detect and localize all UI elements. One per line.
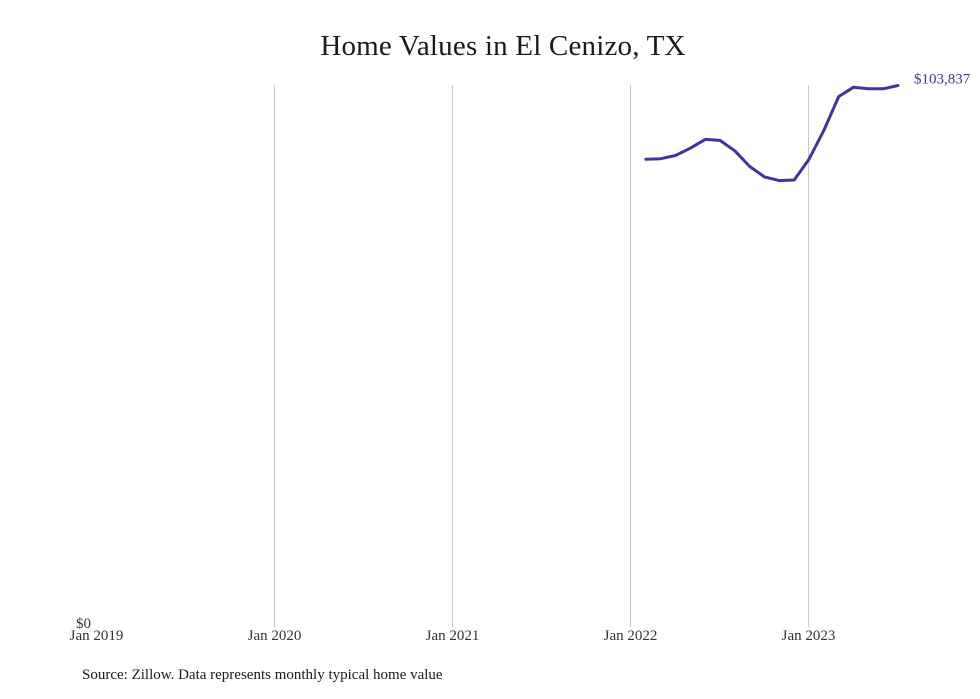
x-tick-label: Jan 2022 (604, 628, 658, 644)
gridlines (274, 85, 809, 627)
end-value-label: $103,837 (914, 72, 971, 88)
source-note: Source: Zillow. Data represents monthly … (82, 667, 443, 683)
x-axis: Jan 2019 Jan 2020 Jan 2021 Jan 2022 Jan 2023 (70, 628, 836, 644)
x-tick-label: Jan 2021 (426, 628, 480, 644)
x-tick-label: Jan 2023 (782, 628, 836, 644)
chart-title: Home Values in El Cenizo, TX (320, 30, 686, 62)
x-tick-label: Jan 2019 (70, 628, 124, 644)
line-chart: $0 Jan 2019 Jan 2020 Jan 2021 Jan 2022 Jan 2… (70, 72, 971, 645)
x-tick-label: Jan 2020 (248, 628, 302, 644)
series-layer (644, 84, 900, 183)
y-axis: $0 (76, 616, 91, 632)
series-line (644, 84, 900, 183)
y-tick-label-zero: $0 (76, 616, 91, 632)
